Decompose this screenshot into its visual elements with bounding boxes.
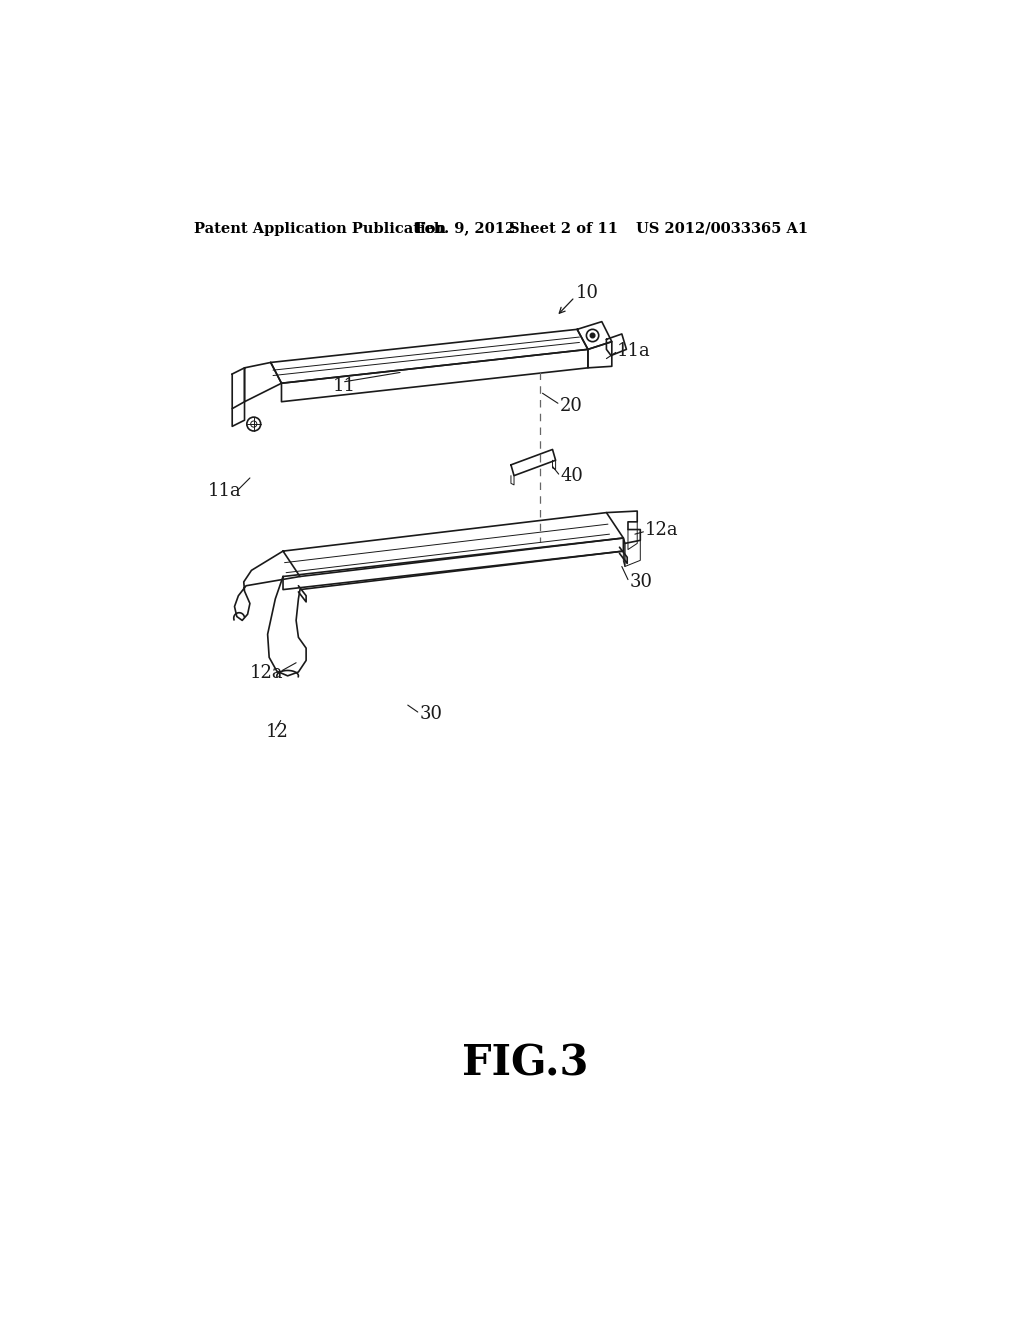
Text: 12a: 12a [250,664,284,681]
Text: 10: 10 [575,284,599,302]
Text: 40: 40 [560,467,583,486]
Text: 12: 12 [265,723,288,741]
Text: Feb. 9, 2012: Feb. 9, 2012 [416,222,516,235]
Text: 11a: 11a [208,482,242,500]
Text: Patent Application Publication: Patent Application Publication [195,222,446,235]
Text: 30: 30 [630,573,652,591]
Text: 12a: 12a [645,521,679,540]
Circle shape [590,333,595,338]
Text: FIG.3: FIG.3 [462,1043,588,1084]
Text: Sheet 2 of 11: Sheet 2 of 11 [509,222,618,235]
Text: 11a: 11a [617,342,651,360]
Text: 30: 30 [419,705,442,723]
Text: 11: 11 [333,376,355,395]
Text: 20: 20 [559,397,583,416]
Text: US 2012/0033365 A1: US 2012/0033365 A1 [637,222,809,235]
